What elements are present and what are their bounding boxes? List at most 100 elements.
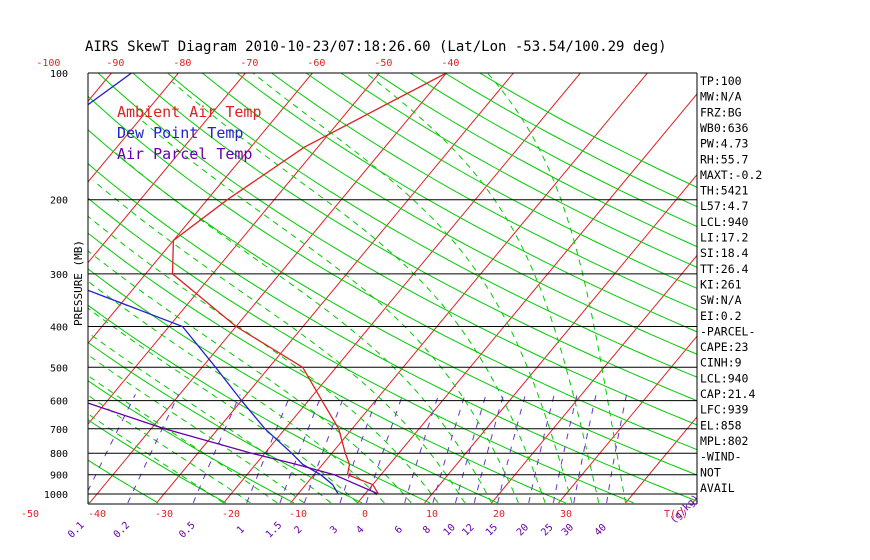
- dry-adiabat: [88, 459, 159, 504]
- dry-adiabat: [88, 304, 431, 504]
- dry-adiabat: [97, 73, 697, 426]
- pressure-tick-label: 300: [50, 270, 68, 281]
- isotherm-line: [290, 73, 648, 504]
- isotherm-line: [88, 73, 112, 102]
- dry-adiabat: [88, 268, 498, 504]
- mixing-ratio-line: [88, 394, 136, 492]
- mixing-ratio-line: [303, 394, 346, 504]
- dry-adiabat: [88, 341, 363, 504]
- series-line-ambient-air-temp: [171, 73, 447, 495]
- mixing-ratio-line: [528, 394, 555, 504]
- dry-adiabat: [132, 73, 697, 402]
- isotherm-line: [357, 93, 697, 504]
- mixing-ratio-line: [552, 394, 578, 504]
- pressure-tick-label: 700: [50, 425, 68, 436]
- y-axis-label: PRESSURE (MB): [72, 240, 85, 326]
- mixing-ratio-tick-label: 25: [539, 522, 555, 538]
- index-label: MPL:802: [700, 434, 748, 448]
- temperature-tick-label-bottom: -40: [88, 509, 106, 520]
- moist-adiabat: [88, 413, 224, 504]
- dry-adiabat: [88, 129, 697, 476]
- moist-adiabat: [142, 120, 519, 504]
- series-line-dew-point-temp: [88, 73, 339, 495]
- mixing-ratio-line: [279, 394, 323, 504]
- pressure-tick-label: 800: [50, 449, 68, 460]
- mixing-ratio-line: [404, 394, 440, 504]
- mixing-ratio-tick-label: 2: [293, 524, 305, 536]
- pressure-tick-label: 200: [50, 196, 68, 207]
- mixing-ratio-tick-label: 30: [560, 522, 576, 538]
- moist-adiabat: [88, 215, 439, 504]
- dry-adiabat: [167, 73, 697, 378]
- moist-adiabat: [487, 73, 627, 504]
- pressure-tick-label: 400: [50, 322, 68, 333]
- isotherm-line: [88, 73, 380, 425]
- isotherm-line: [760, 73, 870, 503]
- mixing-ratio-line: [432, 394, 466, 504]
- isotherm-line: [88, 73, 179, 183]
- moist-adiabat: [88, 354, 305, 504]
- temperature-tick-label-top: -100: [36, 58, 60, 69]
- mixing-ratio-tick-label: 0.1: [66, 520, 87, 541]
- mixing-ratio-line: [127, 394, 180, 504]
- index-label: TP:100: [700, 74, 742, 88]
- dry-adiabat: [271, 73, 697, 311]
- pressure-tick-label: 100: [50, 69, 68, 80]
- mixing-ratio-line: [497, 394, 526, 504]
- series-line-air-parcel-temp: [88, 402, 379, 495]
- isotherm-line: [558, 335, 697, 504]
- moist-adiabat: [88, 280, 385, 504]
- mixing-ratio-tick-label: 4: [354, 524, 366, 536]
- temperature-tick-label-top: -40: [441, 58, 459, 69]
- mixing-ratio-line: [246, 394, 292, 504]
- index-label: TT:26.4: [700, 262, 749, 276]
- index-label: PW:4.73: [700, 137, 749, 151]
- index-label: CAP:21.4: [700, 387, 755, 401]
- moist-adiabat: [252, 73, 573, 504]
- mixing-ratio-tick-label: 12: [460, 522, 476, 538]
- temperature-tick-label-top: -70: [240, 58, 258, 69]
- pressure-tick-label: 500: [50, 363, 68, 374]
- index-label: SI:18.4: [700, 246, 749, 260]
- index-label: CINH:9: [700, 356, 742, 370]
- isotherm-line: [88, 73, 246, 264]
- data-series: [88, 73, 447, 495]
- isotherm-line: [0, 73, 44, 503]
- isotherm-line: [625, 416, 697, 504]
- mixing-ratio-tick-label: 20: [515, 522, 531, 538]
- dry-adiabat: [88, 232, 566, 504]
- index-label: RH:55.7: [700, 152, 749, 166]
- index-label: LCL:940: [700, 371, 749, 385]
- index-label: TH:5421: [700, 184, 749, 198]
- moist-adiabat: [92, 180, 466, 504]
- index-label: FRZ:BG: [700, 105, 742, 119]
- pressure-tick-label: 1000: [44, 490, 68, 501]
- mixing-ratio-tick-label: 0.5: [177, 520, 198, 541]
- isotherm-line: [89, 73, 447, 504]
- dry-adiabat: [444, 73, 697, 208]
- temperature-tick-label-bottom: -30: [155, 509, 173, 520]
- temperature-tick-label-bottom: 30: [560, 509, 572, 520]
- moist-adiabat: [115, 152, 493, 504]
- mixing-ratio-tick-label: 1.5: [264, 520, 285, 541]
- temperature-tick-label-bottom: -20: [222, 509, 240, 520]
- mixing-ratio-line: [455, 394, 487, 504]
- moist-adiabat: [171, 81, 546, 504]
- moist-adiabat: [365, 73, 600, 504]
- legend-entry: Ambient Air Temp: [117, 103, 262, 121]
- index-label: MAXT:-0.2: [700, 168, 762, 182]
- index-label: LCL:940: [700, 215, 749, 229]
- dry-adiabat: [88, 95, 697, 451]
- moist-adiabat: [88, 307, 358, 504]
- index-label: AVAIL: [700, 481, 735, 495]
- temperature-tick-label-bottom: -50: [21, 509, 39, 520]
- pressure-tick-label: 600: [50, 397, 68, 408]
- index-label: LI:17.2: [700, 231, 748, 245]
- background-lines: [0, 73, 870, 504]
- dry-adiabat: [88, 380, 295, 504]
- mixing-ratio-line: [192, 394, 241, 504]
- mixing-ratio-tick-label: 10: [442, 522, 458, 538]
- dry-adiabat: [0, 73, 22, 503]
